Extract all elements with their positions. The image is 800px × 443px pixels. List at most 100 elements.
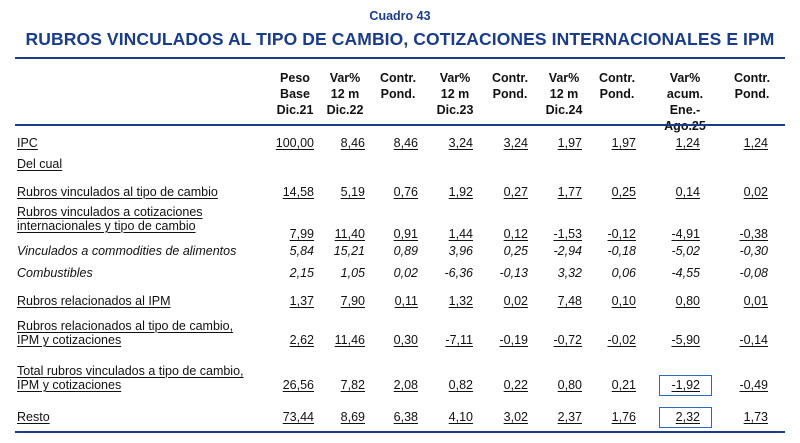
column-header-line: Contr. [598,71,636,85]
table-cell: 2,08 [393,378,418,392]
table-cell: 26,56 [282,378,314,392]
table-cell: 5,84 [289,244,314,258]
table-cell: 4,10 [448,410,473,424]
table-cell: 100,00 [275,136,314,150]
table-caption: Cuadro 43 [369,9,431,23]
table-cell: 0,80 [557,378,582,392]
table-cell: 6,38 [393,410,418,424]
table-cell: -0,18 [607,244,637,258]
table-cell: 0,25 [503,244,528,258]
table-cell: 0,02 [743,185,768,199]
table-cell: 0,25 [611,185,636,199]
table-cell: 0,14 [675,185,700,199]
table-cell: 0,89 [393,244,418,258]
table-cell: -0,72 [553,333,583,347]
column-header-line: Pond. [380,87,416,101]
table-cell: 8,46 [393,136,418,150]
table-cell: 8,46 [340,136,365,150]
table-cell: 0,91 [393,227,418,241]
column-header: Contr. Pond. [363,70,433,102]
table-cell: 15,21 [333,244,365,258]
column-header-line: Var% [548,71,580,85]
table-cell: 7,99 [289,227,314,241]
table-cell: 0,27 [503,185,528,199]
table-cell: -0,08 [739,266,769,280]
table-cell: -4,91 [671,227,701,241]
top-rule [15,57,785,59]
table-cell: 7,82 [340,378,365,392]
row-label: Vinculados a commodities de alimentos [17,244,237,258]
row-label: IPC [17,136,38,150]
column-header: Var% 12 m Dic.24 [529,70,599,118]
table-cell: 1,44 [448,227,473,241]
table-cell: 0,01 [743,294,768,308]
table-cell: -0,13 [499,266,529,280]
table-cell: 0,22 [503,378,528,392]
row-label: Del cual [17,157,63,171]
column-header-line: Var% [329,71,361,85]
table-cell: -0,38 [739,227,769,241]
table-cell: 1,05 [340,266,365,280]
column-header-line: Var% [669,71,701,85]
highlight-box [659,407,712,428]
table-cell: 0,21 [611,378,636,392]
table-cell: -5,90 [671,333,701,347]
table-cell: 0,12 [503,227,528,241]
column-header-line: Var% [439,71,471,85]
table-cell: 1,24 [675,136,700,150]
table-cell: -0,30 [739,244,769,258]
table-cell: -1,92 [671,378,701,392]
table-cell: -7,11 [445,333,473,347]
row-label: Total rubros vinculados a tipo de cambio… [17,364,244,378]
column-header: Contr. Pond. [475,70,545,102]
column-header: Peso Base Dic.21 [260,70,330,118]
table-cell: -2,94 [553,244,583,258]
table-cell: 1,77 [557,185,582,199]
column-header: Var% 12 m Dic.22 [310,70,380,118]
table-cell: 0,76 [393,185,418,199]
table-cell: 0,30 [393,333,418,347]
table-cell: 2,62 [289,333,314,347]
table-cell: 1,97 [557,136,582,150]
column-header-line: 12 m [440,87,470,101]
table-cell: 1,73 [743,410,768,424]
table-cell: -0,49 [739,378,769,392]
column-header-line: Dic.23 [436,103,474,117]
table-cell: 3,24 [503,136,528,150]
table-cell: 2,37 [557,410,582,424]
table-cell: 0,10 [611,294,636,308]
column-header: Var% acum. Ene.- Ago.25 [650,70,720,134]
table-cell: 0,02 [503,294,528,308]
row-label: Rubros relacionados al IPM [17,294,171,308]
table-cell: 14,58 [282,185,314,199]
column-header-line: 12 m [549,87,579,101]
column-header-line: Pond. [734,87,770,101]
table-cell: 1,24 [743,136,768,150]
highlight-box [659,375,712,396]
bottom-rule [15,431,785,433]
row-label: Resto [17,410,50,424]
row-label: Rubros relacionados al tipo de cambio, [17,319,234,333]
row-label: Rubros vinculados al tipo de cambio [17,185,218,199]
table-cell: 0,82 [448,378,473,392]
table-cell: -0,19 [499,333,529,347]
header-rule [15,124,785,126]
table-cell: 1,76 [611,410,636,424]
column-header: Var% 12 m Dic.23 [420,70,490,118]
column-header-line: Contr. [379,71,417,85]
column-header-line: Ene.- [669,103,701,117]
table-cell: -0,12 [607,227,637,241]
column-header-line: Base [280,87,310,101]
column-header-line: Dic.22 [326,103,364,117]
table-cell: 11,46 [334,333,365,347]
table-cell: 0,02 [393,266,418,280]
table-cell: 2,15 [289,266,314,280]
table-cell: 73,44 [282,410,314,424]
column-header: Contr. Pond. [582,70,652,102]
row-label: IPM y cotizaciones [17,378,122,392]
table-cell: -0,02 [607,333,637,347]
table-cell: -1,53 [553,227,583,241]
table-cell: 3,32 [557,266,582,280]
column-header-line: 12 m [330,87,360,101]
table-cell: 11,40 [334,227,365,241]
